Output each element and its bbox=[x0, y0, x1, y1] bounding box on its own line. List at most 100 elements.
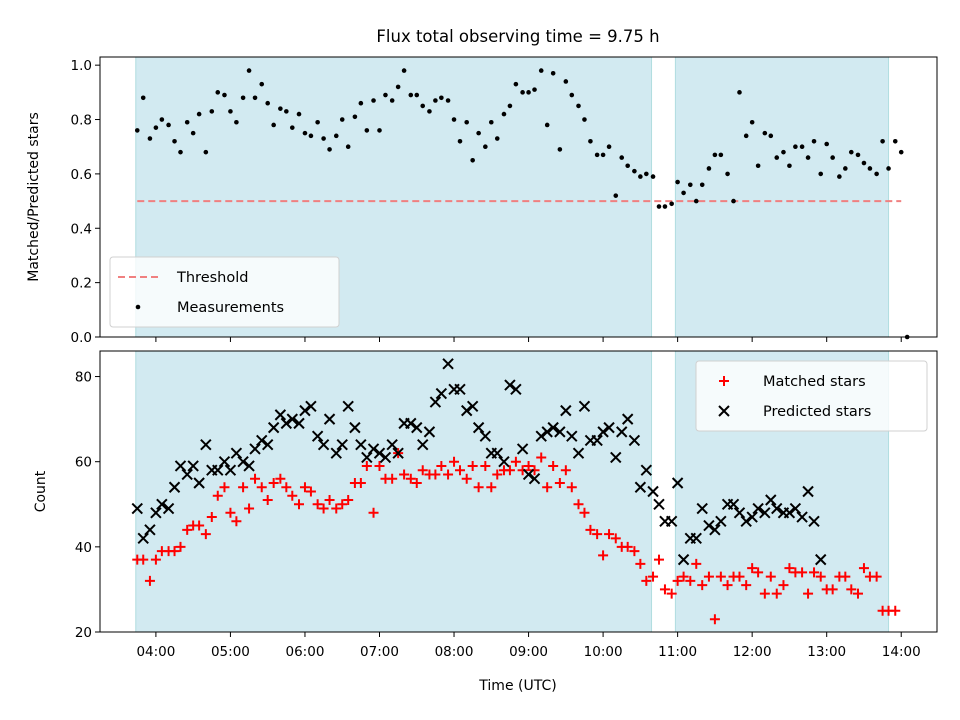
data-point bbox=[809, 567, 820, 578]
data-point bbox=[131, 502, 143, 515]
data-point bbox=[671, 477, 684, 489]
data-point bbox=[752, 502, 764, 515]
data-point bbox=[284, 109, 289, 114]
data-point bbox=[190, 130, 196, 136]
data-point bbox=[634, 481, 647, 493]
data-point bbox=[240, 95, 246, 101]
data-point bbox=[848, 149, 854, 155]
data-point bbox=[740, 515, 752, 528]
data-point bbox=[781, 149, 786, 155]
data-point bbox=[219, 482, 230, 493]
data-point bbox=[805, 155, 811, 160]
data-point bbox=[153, 125, 159, 130]
data-point bbox=[433, 98, 438, 103]
legend-swatch bbox=[135, 304, 141, 310]
data-point bbox=[672, 575, 683, 586]
data-point bbox=[554, 477, 565, 488]
data-point bbox=[423, 426, 436, 438]
y-tick-label: 80 bbox=[75, 370, 92, 386]
data-point bbox=[343, 495, 354, 506]
data-point bbox=[184, 119, 190, 125]
data-point bbox=[797, 567, 808, 578]
data-point bbox=[762, 130, 768, 136]
data-point bbox=[597, 426, 609, 438]
data-point bbox=[685, 575, 696, 586]
data-point bbox=[855, 152, 861, 158]
data-point bbox=[259, 81, 265, 87]
data-point bbox=[765, 571, 776, 582]
data-point bbox=[389, 98, 395, 103]
x-tick-label: 07:00 bbox=[360, 644, 399, 660]
data-point bbox=[420, 103, 426, 109]
data-point bbox=[687, 182, 693, 188]
data-point bbox=[858, 563, 869, 574]
data-point bbox=[427, 109, 432, 114]
data-point bbox=[886, 166, 891, 171]
x-tick-label: 04:00 bbox=[136, 644, 175, 660]
data-point bbox=[802, 485, 814, 498]
data-point bbox=[554, 426, 566, 438]
data-point bbox=[238, 482, 249, 493]
data-point bbox=[768, 133, 774, 139]
data-point bbox=[234, 119, 239, 125]
data-point bbox=[725, 171, 730, 177]
data-point bbox=[557, 147, 563, 152]
data-point bbox=[408, 92, 414, 98]
data-point bbox=[252, 95, 258, 101]
data-point bbox=[892, 138, 898, 144]
data-point bbox=[386, 438, 398, 451]
data-point bbox=[600, 152, 606, 158]
data-point bbox=[709, 524, 721, 536]
data-point bbox=[542, 482, 553, 493]
data-point bbox=[144, 575, 155, 586]
data-point bbox=[669, 201, 674, 207]
data-point bbox=[510, 456, 521, 467]
data-point bbox=[709, 614, 720, 625]
data-point bbox=[488, 119, 494, 125]
data-point bbox=[367, 443, 380, 455]
data-point bbox=[194, 520, 205, 531]
data-point bbox=[880, 138, 885, 144]
legend-label: Predicted stars bbox=[763, 404, 871, 420]
data-point bbox=[336, 438, 348, 451]
data-point bbox=[759, 507, 771, 519]
data-point bbox=[753, 567, 764, 578]
data-point bbox=[703, 571, 714, 582]
data-point bbox=[479, 430, 492, 442]
x-axis-label: Time (UTC) bbox=[478, 678, 556, 694]
data-point bbox=[430, 469, 441, 480]
series-measurements bbox=[134, 68, 910, 340]
data-point bbox=[278, 106, 283, 111]
data-point bbox=[331, 503, 342, 514]
data-point bbox=[268, 477, 279, 488]
data-point bbox=[697, 580, 708, 591]
data-point bbox=[150, 507, 162, 519]
data-point bbox=[442, 358, 454, 370]
data-point bbox=[265, 100, 270, 106]
plot-frame bbox=[99, 56, 938, 338]
data-point bbox=[528, 473, 541, 485]
data-point bbox=[731, 198, 736, 204]
data-point bbox=[576, 103, 581, 109]
data-point bbox=[693, 198, 699, 204]
data-point bbox=[659, 584, 670, 595]
data-point bbox=[566, 430, 578, 442]
data-point bbox=[774, 155, 780, 160]
data-point bbox=[457, 138, 463, 144]
data-point bbox=[244, 503, 255, 514]
data-point bbox=[193, 477, 205, 489]
data-point bbox=[621, 413, 634, 425]
data-point bbox=[454, 465, 465, 476]
data-point bbox=[355, 477, 366, 488]
panel-1: 0.0 0.2 0.4 0.6 0.8 1.0 Matched/Predicted star… bbox=[26, 56, 938, 346]
data-point bbox=[662, 204, 668, 209]
data-point bbox=[275, 473, 286, 484]
data-point bbox=[640, 464, 653, 476]
data-point bbox=[476, 130, 481, 136]
data-point bbox=[585, 524, 596, 535]
x-tick-label: 10:00 bbox=[584, 644, 623, 660]
data-point bbox=[470, 158, 475, 163]
data-point bbox=[566, 482, 577, 493]
data-point bbox=[665, 515, 678, 528]
data-point bbox=[520, 90, 525, 95]
